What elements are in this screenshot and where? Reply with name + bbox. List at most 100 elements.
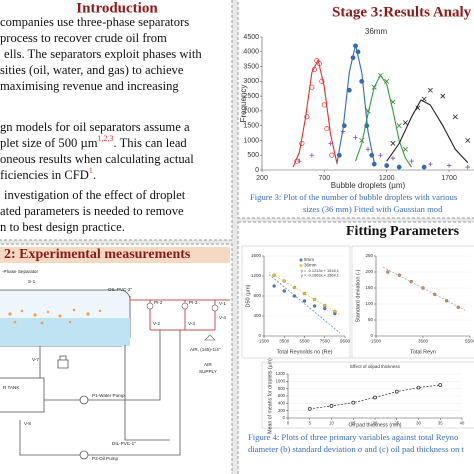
x-tick-label: 1500 bbox=[259, 339, 270, 344]
x-tick-label: 5500 bbox=[299, 339, 310, 344]
x-tick-label: 30 bbox=[416, 420, 421, 425]
experimental-panel bbox=[0, 243, 233, 474]
x-tick-label: 5500 bbox=[465, 339, 474, 344]
y-tick-label: 4500 bbox=[243, 34, 259, 41]
diagram-label: P2-Oil Pump bbox=[92, 456, 118, 461]
data-point bbox=[373, 395, 377, 400]
intro-line: ated parameters is needed to remove bbox=[0, 204, 184, 218]
data-point bbox=[329, 152, 335, 158]
data-point bbox=[433, 292, 437, 297]
data-point bbox=[340, 129, 346, 134]
axis-frame bbox=[261, 37, 474, 171]
y-tick-label: 150 bbox=[365, 285, 373, 290]
x-tick-label: 20 bbox=[373, 420, 378, 425]
data-point bbox=[386, 270, 390, 274]
data-point bbox=[351, 400, 356, 405]
y-tick-label: 1000 bbox=[243, 137, 259, 144]
data-point bbox=[428, 161, 433, 167]
x-axis-label: Bubble droplets (µm) bbox=[331, 181, 406, 190]
oil-droplets bbox=[8, 308, 102, 325]
diagram-label: DIL-PVC-1" bbox=[112, 441, 136, 446]
y-tick-label: 800 bbox=[278, 386, 286, 391]
diagram-label: OIL-PVC-2" bbox=[108, 287, 132, 292]
figure-caption: sizes (36 mm) Fitted with Gaussian mod bbox=[303, 204, 443, 214]
data-point bbox=[365, 147, 371, 152]
x-tick-label: 0 bbox=[287, 420, 290, 425]
data-point bbox=[292, 294, 297, 298]
series-line bbox=[292, 58, 338, 168]
data-point bbox=[353, 135, 358, 140]
data-point bbox=[396, 123, 402, 129]
y-tick-label: 100 bbox=[365, 301, 373, 306]
data-point bbox=[415, 105, 421, 111]
data-point bbox=[465, 164, 470, 170]
axis-frame bbox=[375, 256, 470, 337]
data-point bbox=[272, 284, 276, 288]
y-tick-label: 1500 bbox=[243, 123, 259, 130]
x-tick-label: 1500 bbox=[371, 339, 382, 344]
data-point bbox=[323, 306, 327, 311]
text-run: . This can lead bbox=[114, 136, 188, 150]
pipe bbox=[129, 296, 230, 331]
data-point bbox=[329, 404, 334, 408]
legend-swatch bbox=[299, 258, 303, 262]
x-tick-label: 40 bbox=[460, 420, 465, 425]
y-tick-label: 600 bbox=[278, 393, 286, 398]
data-point bbox=[409, 158, 414, 164]
series-line bbox=[355, 74, 413, 168]
section-title: 2: Experimental measurements bbox=[4, 247, 191, 262]
x-axis-label: Total Reynolds no (Re) bbox=[277, 349, 333, 355]
text-run: . bbox=[93, 168, 96, 182]
diagram-label: V-8 bbox=[24, 421, 31, 426]
water-layer bbox=[0, 318, 130, 346]
diagram-label: -Phase Separator bbox=[2, 269, 38, 274]
diagram-label: AIR, (145)-1/4" bbox=[190, 347, 221, 352]
y-axis-label: Standard deviation (-) bbox=[355, 269, 361, 322]
x-tick-label: 700 bbox=[319, 175, 331, 182]
data-point bbox=[402, 120, 408, 126]
citation: 1 bbox=[89, 166, 93, 175]
intro-line: companies use three-phase separators bbox=[0, 15, 189, 29]
data-point bbox=[282, 289, 286, 293]
chart-frame bbox=[241, 245, 351, 359]
diagram-label: PI-3 bbox=[189, 300, 198, 305]
x-tick-label: 9500 bbox=[340, 339, 351, 344]
y-axis-label: Frequency bbox=[239, 85, 248, 123]
x-tick-label: 10 bbox=[329, 420, 334, 425]
figure-caption: Figure 4: Plots of three primary variabl… bbox=[248, 432, 458, 442]
y-tick-label: 250 bbox=[365, 253, 373, 258]
y-tick-label: 1200 bbox=[276, 371, 286, 376]
chart-title: 36mm bbox=[365, 27, 388, 36]
x-tick-label: 3500 bbox=[279, 339, 290, 344]
x-axis-label: Total Reyn bbox=[410, 349, 436, 355]
data-point bbox=[421, 164, 427, 170]
diagram-label: PI-2 bbox=[154, 300, 163, 305]
valve-actuator bbox=[57, 355, 69, 369]
intro-line: oneous results when calculating actual bbox=[0, 152, 194, 166]
air-inlet bbox=[204, 334, 216, 341]
chart-frame bbox=[351, 245, 474, 359]
x-tick-label: 3500 bbox=[418, 339, 429, 344]
data-point bbox=[378, 153, 383, 158]
diagram-label: V-4 bbox=[219, 315, 226, 320]
y-tick-label: 4000 bbox=[243, 49, 259, 56]
gauge bbox=[181, 302, 189, 310]
data-point bbox=[394, 389, 399, 394]
data-point bbox=[297, 158, 302, 164]
data-point bbox=[384, 163, 390, 168]
data-point bbox=[465, 137, 471, 143]
y-tick-label: 3000 bbox=[243, 78, 259, 85]
data-point bbox=[312, 304, 317, 308]
chart-title: Effect of oilpad thickness bbox=[350, 364, 400, 369]
x-tick-label: 35 bbox=[438, 420, 443, 425]
x-tick-label: 7500 bbox=[320, 339, 331, 344]
data-point bbox=[396, 164, 402, 170]
diagram-label: V-1 bbox=[219, 301, 226, 306]
x-axis-label: Oil pad thickness (mm) bbox=[348, 422, 401, 428]
gauge bbox=[211, 304, 219, 312]
intro-line: n to best design practice. bbox=[0, 220, 125, 234]
intro-line: ells. The separators exploit phases with bbox=[4, 47, 202, 61]
section-title: Introduction bbox=[76, 0, 158, 16]
pump bbox=[79, 450, 89, 460]
